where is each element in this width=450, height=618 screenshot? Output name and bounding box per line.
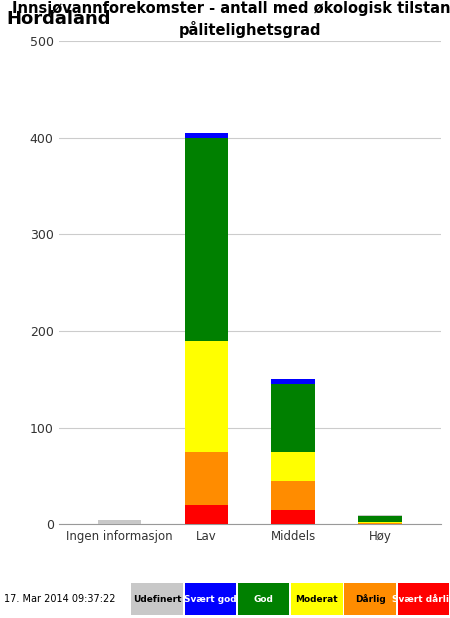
- Bar: [184, 583, 236, 615]
- Bar: [238, 583, 289, 615]
- Bar: [358, 515, 402, 522]
- Text: Dårlig: Dårlig: [355, 594, 386, 604]
- Text: Innsjøvannforekomster - antall med økologisk tilstand og
pålitelighetsgrad: Innsjøvannforekomster - antall med økolo…: [13, 1, 450, 38]
- Text: Svært dårlig: Svært dårlig: [392, 594, 450, 604]
- Text: Moderat: Moderat: [296, 595, 338, 604]
- Bar: [344, 583, 396, 615]
- Bar: [271, 384, 315, 452]
- Bar: [398, 583, 449, 615]
- Bar: [271, 452, 315, 481]
- Bar: [184, 133, 228, 138]
- Text: God: God: [254, 595, 274, 604]
- Bar: [291, 583, 342, 615]
- Bar: [184, 505, 228, 525]
- Text: Hordaland: Hordaland: [7, 11, 111, 28]
- Bar: [184, 138, 228, 341]
- Bar: [358, 523, 402, 525]
- Bar: [358, 522, 402, 523]
- Bar: [271, 481, 315, 510]
- Bar: [271, 510, 315, 525]
- Bar: [184, 341, 228, 452]
- Bar: [98, 520, 141, 525]
- Bar: [131, 583, 183, 615]
- Text: Udefinert: Udefinert: [133, 595, 181, 604]
- Bar: [271, 379, 315, 384]
- Text: 17. Mar 2014 09:37:22: 17. Mar 2014 09:37:22: [4, 594, 116, 604]
- Bar: [184, 452, 228, 505]
- Text: Svært god: Svært god: [184, 595, 237, 604]
